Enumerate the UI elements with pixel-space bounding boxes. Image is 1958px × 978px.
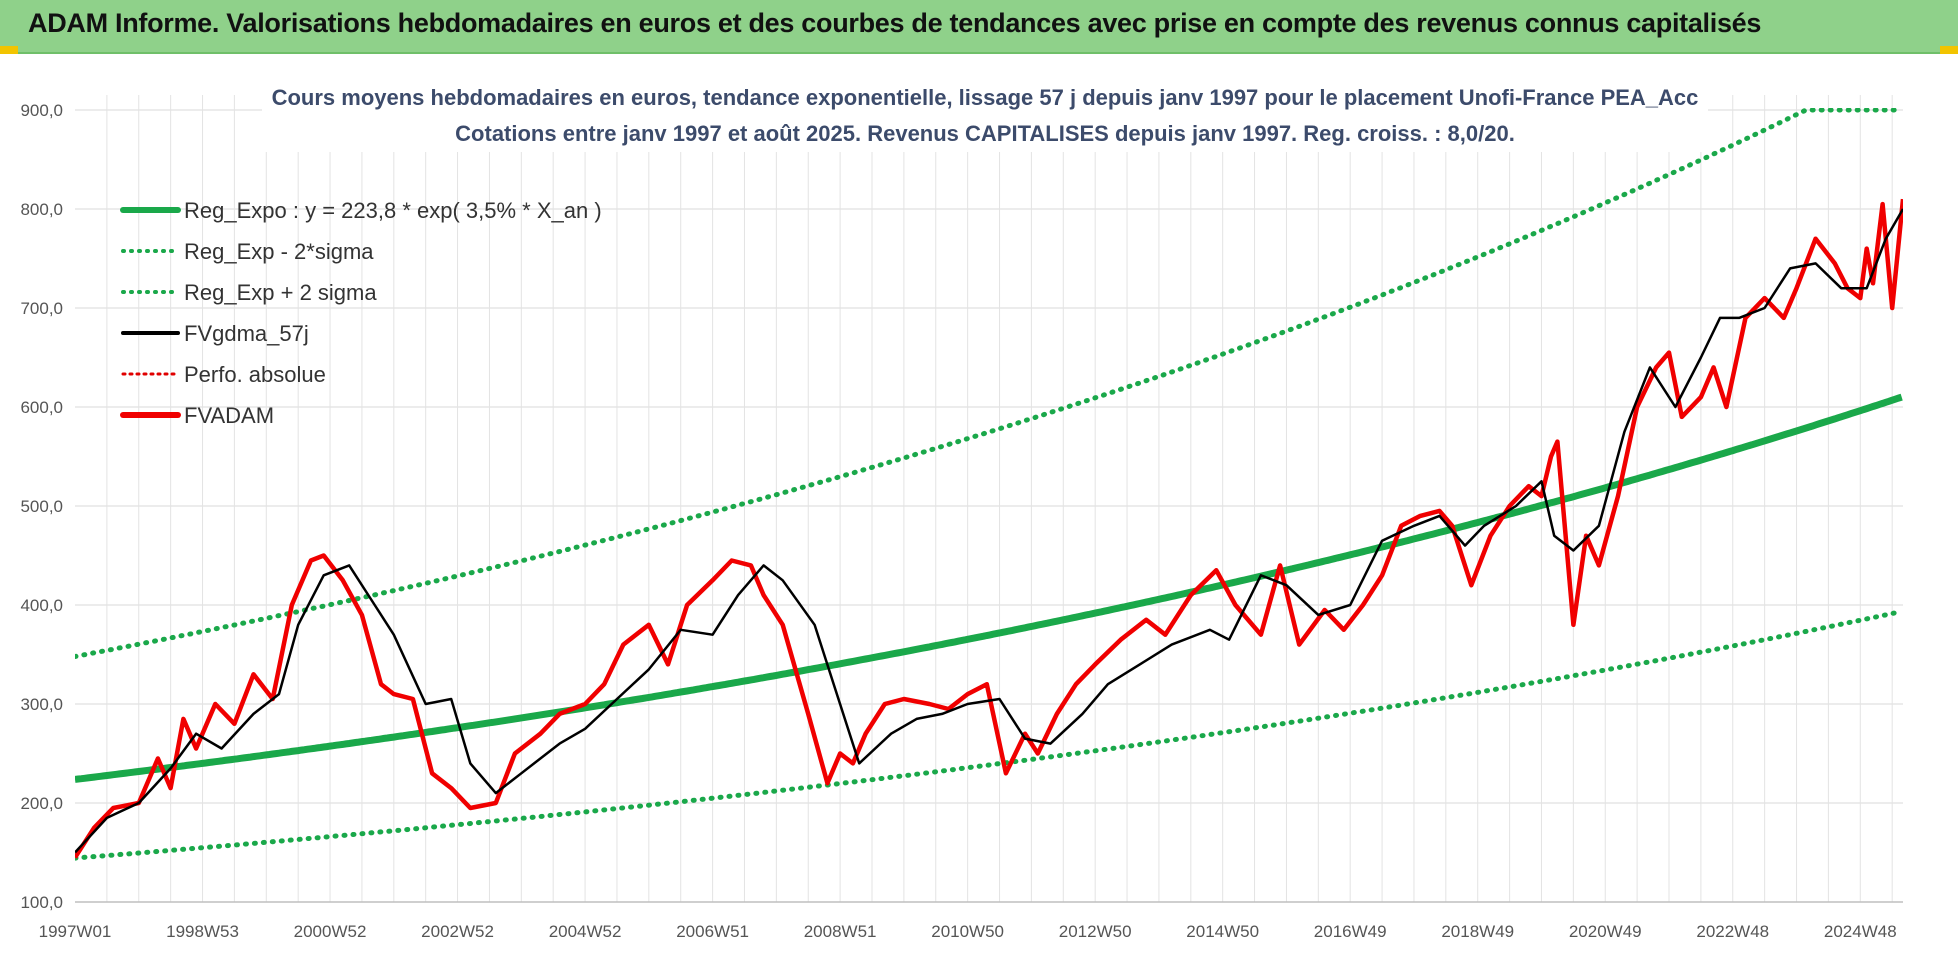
legend-label: FVgdma_57j: [184, 321, 309, 346]
series-reg-expo: [75, 393, 1903, 783]
y-tick-label: 100,0: [20, 893, 63, 912]
y-tick-label: 600,0: [20, 398, 63, 417]
x-axis: 1997W01 1998W53 2000W52 2002W52 2004W52 2006W…: [39, 922, 1897, 941]
legend-label: Reg_Exp + 2 sigma: [184, 280, 377, 305]
x-tick-label: 2018W49: [1441, 922, 1514, 941]
series-reg-upper: [75, 108, 1903, 659]
y-tick-label: 400,0: [20, 596, 63, 615]
corner-marker: [0, 46, 18, 54]
x-tick-label: 2008W51: [804, 922, 877, 941]
chart-subtitle: Cotations entre janv 1997 et août 2025. …: [455, 121, 1515, 146]
series-layer: [75, 108, 1903, 861]
legend-label: Reg_Exp - 2*sigma: [184, 239, 374, 264]
chart-title: Cours moyens hebdomadaires en euros, ten…: [272, 85, 1699, 110]
x-tick-label: 2012W50: [1059, 922, 1132, 941]
series-reg-lower: [75, 609, 1903, 861]
legend: Reg_Expo : y = 223,8 * exp( 3,5% * X_an …: [120, 198, 602, 428]
y-tick-label: 200,0: [20, 794, 63, 813]
report-title: ADAM Informe. Valorisations hebdomadaire…: [28, 8, 1762, 38]
y-axis: 100,0 200,0 300,0 400,0 500,0 600,0 700,0 800,0…: [20, 101, 63, 912]
series-fvgdma: [75, 208, 1903, 854]
x-tick-label: 2024W48: [1824, 922, 1897, 941]
x-tick-label: 2022W48: [1696, 922, 1769, 941]
x-tick-label: 2004W52: [549, 922, 622, 941]
x-tick-label: 2000W52: [294, 922, 367, 941]
y-tick-label: 800,0: [20, 200, 63, 219]
x-tick-label: 1998W53: [166, 922, 239, 941]
legend-label: Perfo. absolue: [184, 362, 326, 387]
legend-label: FVADAM: [184, 403, 274, 428]
corner-marker: [1940, 46, 1958, 54]
series-fvadam: [75, 198, 1903, 859]
grid: [75, 95, 1903, 903]
y-tick-label: 500,0: [20, 497, 63, 516]
y-tick-label: 300,0: [20, 695, 63, 714]
title-box: [262, 80, 1708, 152]
x-tick-label: 2016W49: [1314, 922, 1387, 941]
legend-label: Reg_Expo : y = 223,8 * exp( 3,5% * X_an …: [184, 198, 602, 223]
x-tick-label: 2010W50: [931, 922, 1004, 941]
x-tick-label: 2020W49: [1569, 922, 1642, 941]
x-tick-label: 1997W01: [39, 922, 112, 941]
x-tick-label: 2014W50: [1186, 922, 1259, 941]
y-tick-label: 700,0: [20, 299, 63, 318]
title-background: [262, 80, 1708, 152]
x-tick-label: 2006W51: [676, 922, 749, 941]
report-banner: ADAM Informe. Valorisations hebdomadaire…: [0, 0, 1958, 54]
x-tick-label: 2002W52: [421, 922, 494, 941]
y-tick-label: 900,0: [20, 101, 63, 120]
